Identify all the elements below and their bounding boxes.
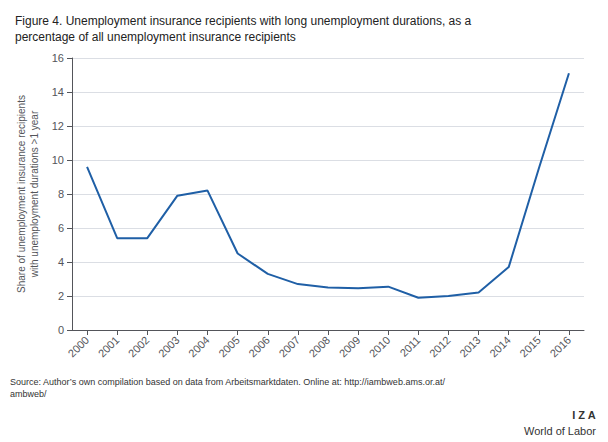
svg-text:2007: 2007 <box>276 334 302 360</box>
svg-text:14: 14 <box>52 86 64 98</box>
svg-text:4: 4 <box>58 256 64 268</box>
svg-text:2000: 2000 <box>66 334 92 360</box>
svg-text:2009: 2009 <box>337 334 363 360</box>
svg-text:2011: 2011 <box>397 334 422 359</box>
svg-text:2005: 2005 <box>216 334 242 360</box>
svg-text:2001: 2001 <box>96 334 122 360</box>
svg-text:with unemployment durations >1: with unemployment durations >1 year <box>29 110 40 278</box>
svg-text:2008: 2008 <box>306 334 332 360</box>
svg-text:Share of unemployment insuranc: Share of unemployment insurance recipien… <box>16 95 27 293</box>
svg-text:10: 10 <box>52 154 64 166</box>
svg-text:12: 12 <box>52 120 64 132</box>
svg-text:2006: 2006 <box>246 334 272 360</box>
svg-text:2004: 2004 <box>186 334 212 360</box>
svg-text:2012: 2012 <box>427 334 453 360</box>
svg-text:8: 8 <box>58 188 64 200</box>
svg-text:Source: Author’s own compilati: Source: Author’s own compilation based o… <box>10 377 445 387</box>
svg-text:2016: 2016 <box>547 334 573 360</box>
svg-text:6: 6 <box>58 222 64 234</box>
svg-text:0: 0 <box>58 324 64 336</box>
svg-text:2002: 2002 <box>126 334 152 360</box>
svg-text:2003: 2003 <box>156 334 182 360</box>
svg-text:Figure 4. Unemployment insuran: Figure 4. Unemployment insurance recipie… <box>15 14 472 28</box>
svg-text:16: 16 <box>52 52 64 64</box>
svg-text:World of Labor: World of Labor <box>524 425 596 437</box>
svg-text:2: 2 <box>58 290 64 302</box>
svg-text:2015: 2015 <box>517 334 543 360</box>
svg-text:percentage of all unemployment: percentage of all unemployment insurance… <box>15 30 296 44</box>
svg-text:2013: 2013 <box>457 334 483 360</box>
svg-text:ambweb/: ambweb/ <box>10 389 47 399</box>
svg-text:2014: 2014 <box>487 334 513 360</box>
svg-text:I Z A: I Z A <box>572 409 595 421</box>
svg-text:2010: 2010 <box>367 334 393 360</box>
